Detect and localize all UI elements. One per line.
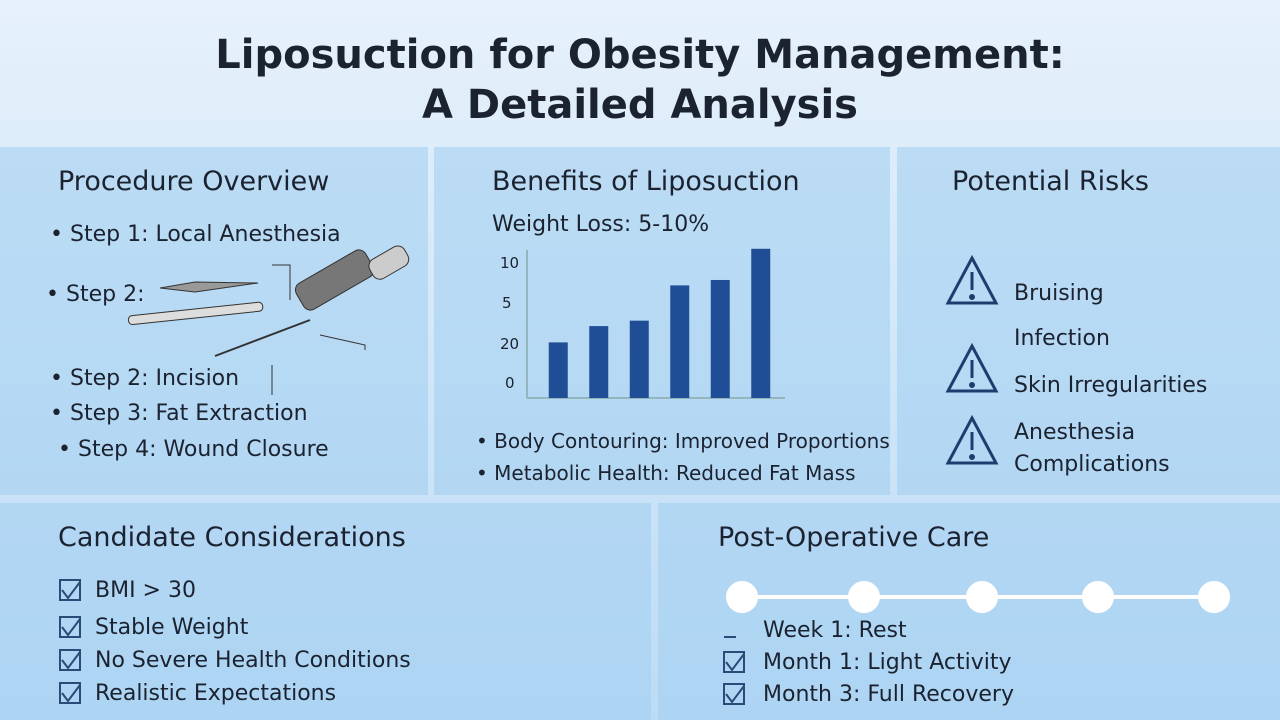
timeline <box>726 581 1230 613</box>
axis-text: 0 <box>505 374 515 392</box>
heading: Potential Risks <box>952 166 1149 197</box>
axis-text: 20 <box>500 335 520 353</box>
heading: Candidate Considerations <box>58 522 406 553</box>
syringe-illustration <box>127 245 410 395</box>
title: Liposuction for Obesity Management: <box>215 32 1065 78</box>
axis-text: 5 <box>502 294 512 312</box>
step-text: Step 2: Incision <box>69 366 240 391</box>
risk: Anesthesia Complications <box>1014 420 1170 477</box>
check-item: Stable Weight <box>95 615 249 640</box>
title: A Detailed Analysis <box>422 82 858 128</box>
heading: Procedure Overview <box>58 166 330 197</box>
step-text: Step 4: Wound Closure <box>77 437 329 462</box>
step: • Step 2: <box>46 282 145 307</box>
care-item: Week 1: Rest <box>763 618 907 643</box>
heading: Post-Operative Care <box>718 522 990 553</box>
warning-icons <box>945 254 999 465</box>
bar <box>670 285 690 398</box>
bullet-text: Metabolic Health: Reduced Fat Mass <box>494 461 856 485</box>
risk: Infection <box>1014 326 1110 351</box>
bar <box>548 342 568 398</box>
step: • Step 4: Wound Closure <box>58 437 329 462</box>
step-text: Step 2: <box>65 282 145 307</box>
panel <box>0 147 428 495</box>
chart-axes <box>526 250 785 399</box>
step-text: Step 3: Fat Extraction <box>69 401 308 426</box>
bar <box>629 320 649 398</box>
bar <box>751 248 771 398</box>
bullet-text: Body Contouring: Improved Proportions <box>494 429 890 453</box>
bar <box>589 326 609 398</box>
care-item: Month 1: Light Activity <box>763 650 1012 675</box>
chart-title: Weight Loss: 5-10% <box>492 212 710 237</box>
axis-text: 10 <box>500 254 520 272</box>
panel <box>658 503 1280 720</box>
step-text: Step 1: Local Anesthesia <box>69 222 341 247</box>
check-item: No Severe Health Conditions <box>95 648 411 673</box>
step: • Step 1: Local Anesthesia <box>50 222 341 247</box>
risk: Skin Irregularities <box>1014 373 1208 398</box>
heading: Benefits of Liposuction <box>492 166 800 197</box>
step: • Step 2: Incision <box>50 366 240 391</box>
checkboxes <box>59 579 745 705</box>
care-item: Month 3: Full Recovery <box>763 682 1014 707</box>
bullet: • Body Contouring: Improved Proportions <box>476 429 890 453</box>
panel <box>0 503 651 720</box>
bar <box>710 279 730 398</box>
step: • Step 3: Fat Extraction <box>50 401 308 426</box>
check-item: BMI > 30 <box>95 578 196 603</box>
risk: Bruising <box>1014 281 1104 306</box>
check-item: Realistic Expectations <box>95 681 337 706</box>
bullet: • Metabolic Health: Reduced Fat Mass <box>476 461 856 485</box>
panel <box>434 147 890 495</box>
